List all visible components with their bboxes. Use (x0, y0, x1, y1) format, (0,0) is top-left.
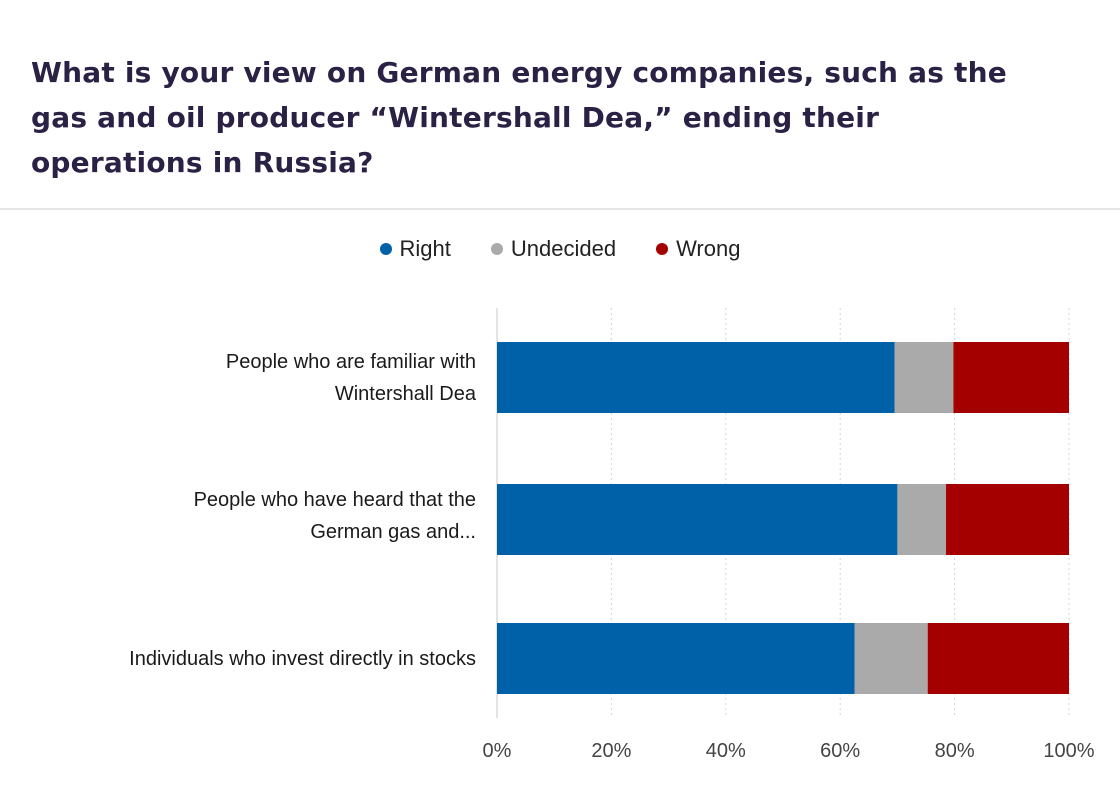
x-tick-label: 40% (706, 740, 746, 762)
bars (497, 342, 1069, 694)
bar-segment-undecided[interactable] (897, 484, 947, 555)
category-label-line: People who are familiar with (225, 351, 476, 373)
title-line-1: What is your view on German energy compa… (31, 56, 1007, 89)
category-label-familiar: People who are familiar with Wintershall… (16, 346, 476, 410)
category-label-line: People who have heard that the (193, 489, 476, 511)
legend-item-undecided[interactable]: Undecided (490, 236, 617, 262)
legend: Right Undecided Wrong (0, 234, 1120, 264)
legend-label-wrong: Wrong (676, 236, 741, 261)
bar-segment-right[interactable] (497, 484, 898, 555)
category-label-heard: People who have heard that the German ga… (16, 484, 476, 548)
x-tick-label: 0% (483, 740, 512, 762)
bar-segment-right[interactable] (497, 623, 855, 694)
category-label-line: German gas and... (310, 521, 476, 543)
x-tick-label: 80% (935, 740, 975, 762)
bar-segment-undecided[interactable] (894, 342, 954, 413)
legend-label-right: Right (399, 236, 451, 261)
title-line-2: gas and oil producer “Wintershall Dea,” … (31, 101, 880, 134)
x-tick-label: 60% (820, 740, 860, 762)
legend-item-right[interactable]: Right (379, 236, 451, 262)
x-tick-label: 20% (591, 740, 631, 762)
legend-swatch-undecided (490, 243, 503, 255)
bar-segment-wrong[interactable] (946, 484, 1069, 555)
legend-swatch-wrong (656, 243, 669, 255)
title-divider (0, 208, 1120, 210)
legend-swatch-right (379, 243, 392, 255)
x-tick-label: 100% (1043, 740, 1094, 762)
category-label-investors: Individuals who invest directly in stock… (16, 643, 476, 675)
bar-segment-wrong[interactable] (953, 342, 1069, 413)
category-label-line: Wintershall Dea (334, 383, 476, 405)
legend-label-undecided: Undecided (510, 236, 617, 261)
bar-segment-right[interactable] (497, 342, 895, 413)
bar-segment-wrong[interactable] (927, 623, 1069, 694)
x-axis-tick-labels: 0% 20% 40% 60% 80% 100% (483, 740, 1095, 762)
title-line-3: operations in Russia? (31, 146, 374, 179)
category-label-line: Individuals who invest directly in stock… (129, 648, 476, 670)
bar-segment-undecided[interactable] (854, 623, 928, 694)
legend-item-wrong[interactable]: Wrong (656, 236, 740, 262)
chart-title: What is your view on German energy compa… (31, 50, 1031, 185)
